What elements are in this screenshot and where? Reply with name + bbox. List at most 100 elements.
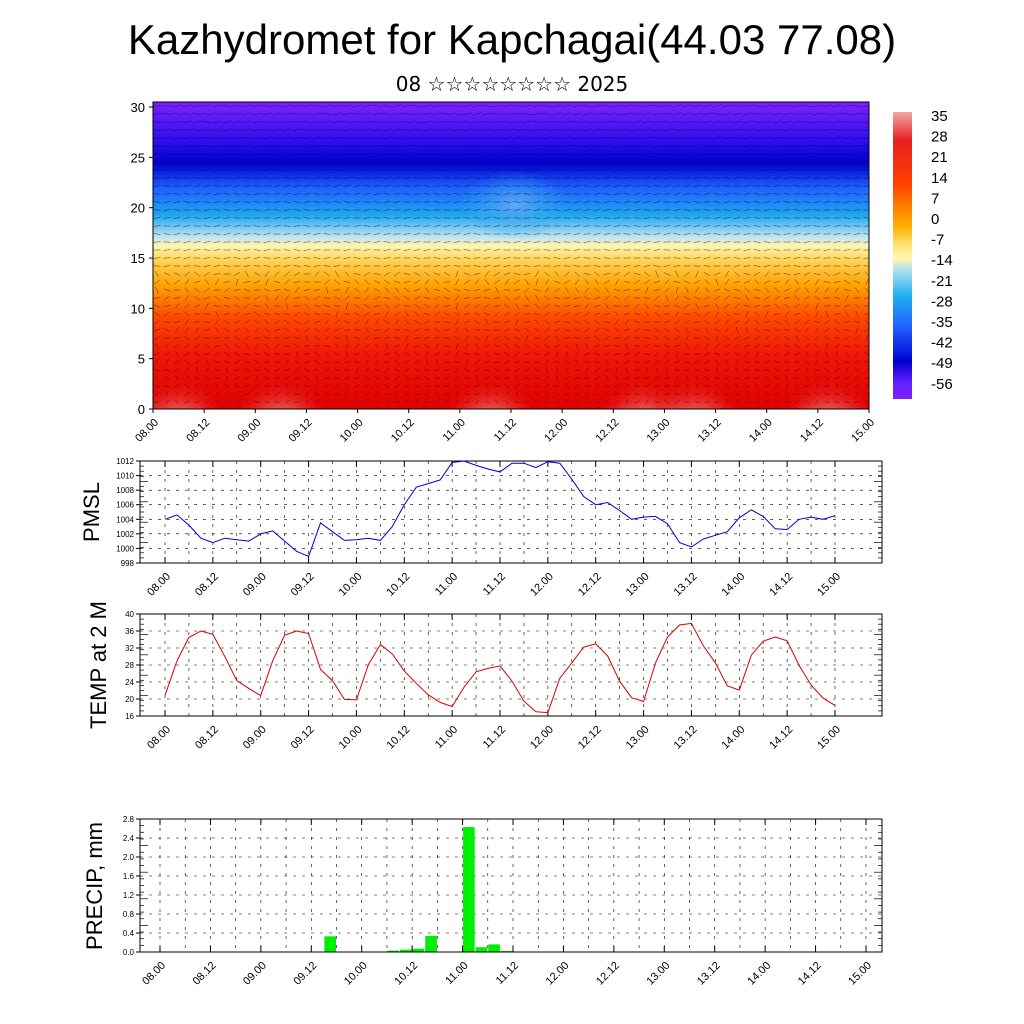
wind-barb-1304	[233, 249, 241, 251]
wind-barb-592	[313, 168, 321, 172]
wind-barb-2686	[374, 400, 380, 404]
wind-barb-1451	[263, 265, 271, 267]
wind-barb-560	[712, 161, 722, 163]
wind-barb-1968	[394, 319, 400, 325]
wind-barb-1661	[204, 287, 210, 293]
wind-barb-728	[233, 185, 241, 187]
wind-barb-885	[363, 201, 371, 203]
wind-barb-2015	[864, 319, 869, 325]
wind-barb-1256	[473, 241, 481, 243]
wind-barb-1962	[334, 319, 340, 325]
wind-barb-1751	[383, 297, 391, 299]
wind-barb-52	[672, 104, 682, 108]
wind-barb-1210	[733, 233, 741, 235]
wind-barb-1646	[773, 280, 781, 284]
wind-barb-2649	[724, 392, 730, 396]
wind-barb-268	[672, 129, 682, 131]
wind-barb-2568	[634, 385, 640, 387]
wind-barb-238	[372, 129, 382, 131]
wind-barb-2287	[704, 352, 710, 356]
wind-barb-1836	[515, 303, 519, 309]
wind-barb-1195	[583, 233, 591, 235]
wind-barb-1533	[364, 271, 370, 277]
wind-barb-1381	[283, 256, 291, 260]
precip-x-tick-label-13: 14.12	[796, 960, 824, 988]
wind-barb-1735	[223, 296, 231, 300]
section-x-tick-label-5: 10.12	[389, 417, 417, 445]
wind-barb-2154	[814, 335, 820, 341]
wind-barb-1976	[474, 319, 480, 325]
wind-barb-1674	[333, 289, 341, 291]
wind-barb-2409	[484, 369, 490, 371]
wind-barb-1127	[623, 225, 631, 227]
wind-barb-1292	[833, 240, 841, 244]
wind-barb-2550	[454, 384, 460, 388]
wind-barb-1852	[674, 304, 680, 308]
wind-barb-99	[422, 113, 432, 115]
wind-barb-2130	[574, 337, 580, 339]
wind-barb-144	[153, 121, 162, 123]
wind-barb-1785	[724, 295, 730, 301]
wind-barb-620	[592, 169, 602, 171]
wind-barb-187	[582, 121, 592, 123]
wind-barb-637	[763, 168, 771, 172]
wind-barb-1545	[484, 271, 490, 277]
wind-barb-836	[593, 192, 601, 196]
wind-barb-1353	[723, 249, 731, 251]
wind-barb-1622	[535, 278, 539, 286]
wind-barb-845	[683, 193, 691, 195]
wind-barb-1773	[604, 295, 610, 301]
wind-barb-1722	[814, 287, 820, 293]
temp-2m-x-tick-label-3: 09.12	[289, 724, 317, 752]
wind-barb-2212	[674, 345, 680, 347]
wind-barb-1977	[485, 319, 489, 325]
wind-barb-509	[202, 160, 212, 164]
wind-barb-105	[482, 112, 492, 116]
wind-barb-1022	[293, 217, 301, 219]
wind-barb-1153	[163, 233, 171, 235]
wind-barb-76	[192, 113, 202, 115]
wind-barb-2071	[705, 327, 709, 333]
wind-barb-1360	[793, 248, 801, 252]
wind-barb-1941	[844, 311, 850, 317]
wind-barb-1482	[573, 265, 581, 267]
wind-barb-909	[603, 201, 611, 203]
wind-barb-1122	[573, 224, 581, 228]
wind-barb-2227	[825, 343, 829, 349]
wind-barb-494	[772, 153, 782, 155]
wind-barb-955	[343, 209, 351, 211]
wind-barb-2033	[324, 327, 330, 333]
wind-barb-1949	[204, 320, 210, 324]
wind-barb-944	[233, 208, 241, 212]
precip-y-tick-label-7: 2.8	[123, 815, 135, 824]
wind-barb-2551	[464, 384, 470, 388]
wind-barb-1488	[633, 264, 641, 268]
temp-2m-x-tick-label-8: 12.00	[528, 724, 556, 752]
pmsl-y-tick-label-6: 1010	[116, 472, 134, 481]
wind-barb-2165	[204, 344, 210, 348]
wind-barb-1373	[203, 257, 211, 259]
wind-barb-1587	[185, 279, 189, 285]
wind-barb-797	[203, 192, 211, 196]
wind-barb-2118	[454, 336, 460, 340]
wind-barb-2442	[814, 368, 820, 372]
wind-barb-591	[302, 169, 312, 171]
wind-barb-1165	[283, 232, 291, 236]
wind-barb-2355	[664, 359, 670, 365]
wind-barb-1199	[623, 233, 631, 235]
wind-barb-2357	[684, 361, 690, 363]
wind-barb-1990	[615, 319, 619, 325]
wind-barb-302	[292, 137, 302, 139]
wind-barb-1390	[373, 257, 381, 259]
wind-barb-2323	[344, 361, 350, 363]
wind-barb-1907	[504, 312, 510, 316]
wind-barb-1959	[304, 319, 310, 325]
wind-barb-1956	[274, 319, 280, 325]
wind-barb-821	[443, 193, 451, 195]
wind-barb-1736	[234, 295, 240, 301]
wind-barb-41	[562, 105, 572, 107]
wind-barb-2244	[274, 353, 280, 355]
wind-barb-2622	[455, 391, 459, 397]
wind-barb-1489	[643, 264, 651, 268]
wind-barb-878	[293, 201, 301, 203]
